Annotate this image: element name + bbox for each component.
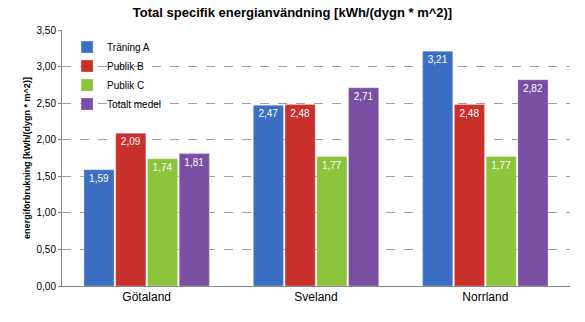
svg-text:2,09: 2,09 <box>121 136 141 147</box>
svg-text:1,81: 1,81 <box>184 157 204 168</box>
svg-text:3,00: 3,00 <box>37 61 57 72</box>
svg-text:2,48: 2,48 <box>290 108 310 119</box>
svg-text:Publik B: Publik B <box>107 61 144 72</box>
svg-text:2,47: 2,47 <box>258 108 278 119</box>
svg-text:Totalt medel: Totalt medel <box>107 99 161 110</box>
svg-text:2,00: 2,00 <box>37 134 57 145</box>
svg-text:Sveland: Sveland <box>294 290 337 304</box>
svg-text:1,77: 1,77 <box>322 160 342 171</box>
svg-text:Götaland: Götaland <box>122 290 171 304</box>
svg-text:1,77: 1,77 <box>491 160 511 171</box>
svg-text:0,50: 0,50 <box>37 244 57 255</box>
svg-text:1,00: 1,00 <box>37 207 57 218</box>
svg-text:2,82: 2,82 <box>523 83 543 94</box>
svg-text:0,00: 0,00 <box>37 281 57 292</box>
svg-text:energiförbrukning [kWh/(dygn *: energiförbrukning [kWh/(dygn * m^2)] <box>22 77 32 239</box>
svg-text:Norrland: Norrland <box>462 290 508 304</box>
svg-text:2,50: 2,50 <box>37 98 57 109</box>
svg-text:1,50: 1,50 <box>37 171 57 182</box>
svg-text:2,71: 2,71 <box>354 91 374 102</box>
svg-text:Total specifik energianvändnin: Total specifik energianvändning [kWh/(dy… <box>133 5 452 20</box>
svg-text:Träning A: Träning A <box>107 42 150 53</box>
svg-text:3,21: 3,21 <box>428 54 448 65</box>
svg-text:1,74: 1,74 <box>153 162 173 173</box>
svg-text:Publik C: Publik C <box>107 80 144 91</box>
svg-text:3,50: 3,50 <box>37 25 57 36</box>
svg-text:1,59: 1,59 <box>89 173 109 184</box>
svg-text:2,48: 2,48 <box>460 108 480 119</box>
